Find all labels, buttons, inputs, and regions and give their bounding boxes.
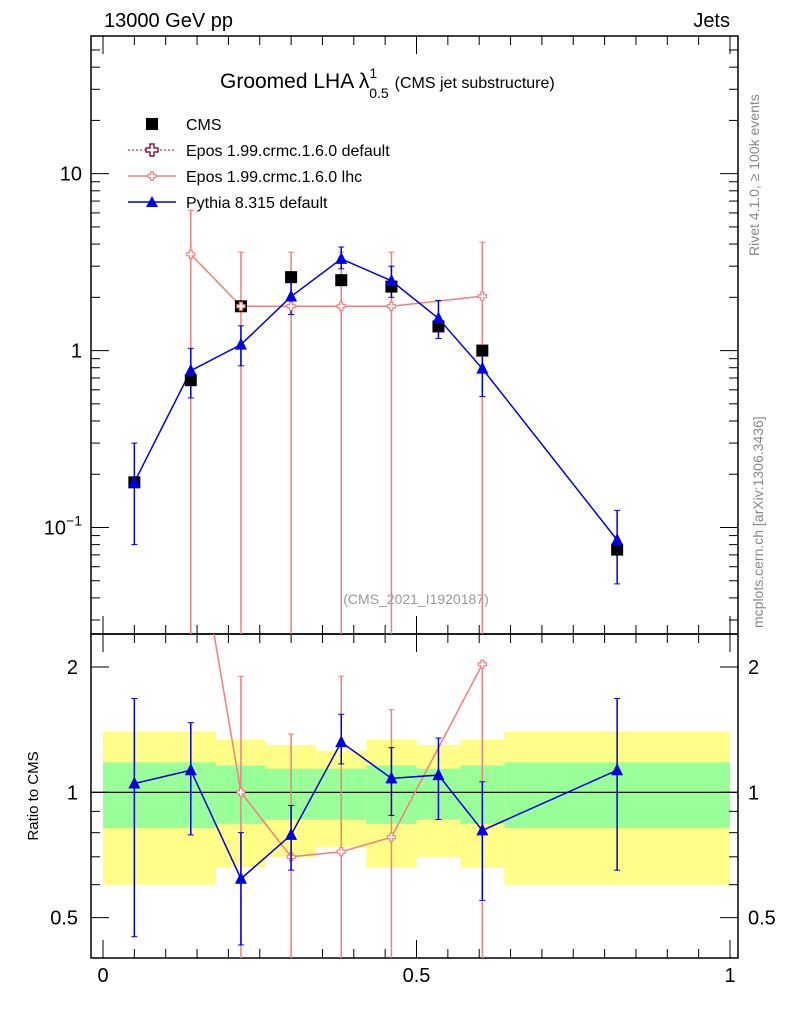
rivet-version-label: Rivet 4.1.0, ≥ 100k events: [746, 94, 762, 256]
band-inner-bin: [103, 762, 172, 829]
legend-marker-cross: [145, 143, 159, 157]
epos-point: [186, 249, 196, 259]
cms-point: [476, 344, 489, 357]
epos-line: [190, 253, 483, 308]
series-epos-main: [187, 209, 486, 634]
cms-point: [335, 274, 348, 287]
epos-ratio-point: [386, 832, 397, 842]
x-ticks: [102, 36, 731, 958]
legend-marker-cross: [147, 171, 157, 181]
mcplots-label: mcplots.cern.ch [arXiv:1306.3436]: [750, 416, 766, 628]
epos-ratio-point: [236, 787, 246, 797]
pythia-point: [234, 337, 247, 350]
chart-title: Groomed LHA λ1 0.5(CMS jet substructure): [220, 65, 555, 101]
series-pythia-main: [131, 246, 621, 585]
epos-point: [386, 301, 397, 311]
epos-ratio-line: [213, 634, 483, 858]
epos-ratio-point: [477, 659, 487, 669]
epos-point: [236, 301, 246, 311]
y-tick-label: 1: [71, 341, 82, 363]
pythia-ratio-point: [128, 776, 141, 789]
legend-label: Epos 1.99.crmc.1.6.0 lhc: [186, 169, 362, 186]
pythia-point: [184, 363, 197, 376]
ratio-y-ticks: [91, 666, 738, 959]
cms-point: [611, 543, 624, 556]
ratio-axis-label: Ratio to CMS: [25, 751, 42, 840]
legend-label: CMS: [186, 117, 222, 134]
pythia-ratio-point: [234, 871, 247, 884]
header-right: Jets: [693, 10, 730, 32]
legend-marker-cms: [146, 118, 158, 130]
pythia-ratio-point: [285, 827, 298, 840]
legend-label: Epos 1.99.crmc.1.6.0 default: [186, 143, 390, 160]
ratio-frame: [90, 633, 739, 959]
epos-point: [477, 291, 487, 301]
pythia-point: [285, 289, 298, 302]
legend-marker-triangle: [146, 196, 158, 207]
y-tick-label: 10: [60, 164, 82, 186]
x-tick-label: 1: [724, 965, 735, 987]
epos-point: [336, 301, 346, 311]
ratio-tick-label-right: 2: [748, 657, 759, 679]
cms-point: [184, 374, 197, 387]
ratio-bands: [103, 731, 730, 885]
pythia-point: [335, 251, 348, 264]
series-cms-main: [128, 271, 624, 556]
pythia-ratio-point: [335, 735, 348, 748]
markers-main: [128, 249, 624, 545]
pythia-point: [128, 475, 141, 488]
pythia-ratio-point: [611, 763, 624, 776]
cms-point: [285, 271, 298, 284]
ratio-tick-label-right: 1: [748, 782, 759, 804]
series-pythia-ratio: [128, 697, 624, 946]
header-left: 13000 GeV pp: [104, 10, 233, 32]
pythia-point: [476, 361, 489, 374]
x-tick-label: 0.5: [403, 965, 431, 987]
ratio-tick-label-left: 1: [67, 782, 78, 804]
pythia-point: [611, 532, 624, 545]
series-epos-ratio: [213, 634, 487, 958]
pythia-point: [432, 311, 445, 324]
pythia-ratio-point: [432, 768, 445, 781]
ratio-tick-label-left: 2: [67, 657, 78, 679]
pythia-line: [133, 257, 618, 541]
pythia-ratio-point: [385, 771, 398, 784]
watermark-label: (CMS_2021_I1920187): [343, 591, 489, 607]
x-tick-label: 0: [97, 965, 108, 987]
y-tick-label: 10−1: [44, 512, 82, 539]
legend-label: Pythia 8.315 default: [186, 195, 328, 212]
pythia-ratio-point: [184, 763, 197, 776]
ratio-tick-label-right: 0.5: [748, 908, 776, 930]
legend: CMS Epos 1.99.crmc.1.6.0 default Epos 1.99…: [128, 117, 390, 212]
ratio-tick-label-left: 0.5: [50, 908, 78, 930]
epos-ratio-point: [336, 847, 346, 857]
pythia-ratio-point: [476, 823, 489, 836]
pythia-point: [385, 273, 398, 286]
epos-point: [286, 301, 296, 311]
main-y-ticks: [91, 35, 738, 621]
